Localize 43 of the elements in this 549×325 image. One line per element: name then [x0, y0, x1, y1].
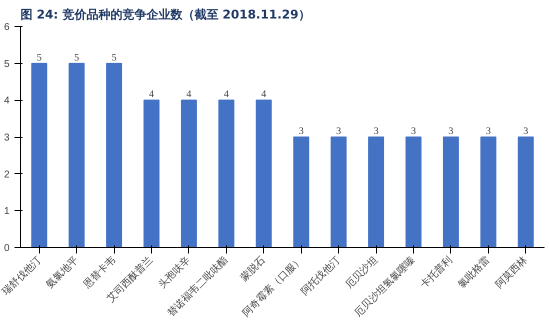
data-label: 3	[411, 126, 416, 137]
x-tick-label: 阿莫西林	[492, 254, 530, 291]
x-tick-label: 阿托伐他汀	[298, 254, 343, 298]
data-label: 3	[374, 126, 379, 137]
x-tick-label: 氨氯地平	[44, 254, 81, 291]
data-label: 3	[336, 126, 342, 137]
bar	[68, 62, 85, 248]
data-label: 5	[36, 52, 42, 64]
data-label: 4	[261, 89, 266, 100]
bar	[480, 136, 496, 248]
bar	[330, 136, 347, 248]
x-tick-label: 氯吡格雷	[455, 254, 492, 291]
bar	[31, 62, 48, 248]
bar	[368, 136, 384, 248]
bar	[518, 136, 534, 248]
bar	[106, 62, 122, 248]
bar	[144, 100, 160, 248]
bar	[218, 100, 234, 248]
data-label: 3	[448, 126, 454, 137]
x-tick-label: 瑞舒伐他汀	[0, 254, 44, 298]
bar	[406, 136, 422, 248]
bar	[293, 136, 310, 248]
y-tick-label: 3	[4, 132, 10, 144]
data-label: 3	[523, 126, 528, 137]
x-tick-label: 卡托普利	[418, 254, 455, 291]
y-tick-label: 6	[4, 22, 10, 33]
chart-title: 图 24: 竞价品种的竞争企业数（截至 2018.11.29）	[20, 8, 310, 22]
y-tick-label: 0	[4, 243, 10, 254]
bar	[442, 136, 459, 248]
data-label: 3	[298, 126, 304, 137]
y-tick-label: 1	[4, 206, 10, 218]
data-label: 4	[186, 89, 192, 100]
data-label: 5	[112, 52, 117, 64]
y-tick-label: 4	[4, 96, 10, 107]
data-label: 3	[486, 126, 491, 137]
y-tick-label: 5	[4, 58, 10, 70]
y-tick-label: 2	[4, 169, 10, 180]
bar	[180, 100, 197, 248]
x-tick-label: 蒙脱石	[238, 254, 268, 284]
data-label: 5	[74, 52, 80, 64]
data-label: 4	[149, 89, 154, 100]
bar	[256, 100, 272, 248]
data-label: 4	[224, 89, 229, 100]
